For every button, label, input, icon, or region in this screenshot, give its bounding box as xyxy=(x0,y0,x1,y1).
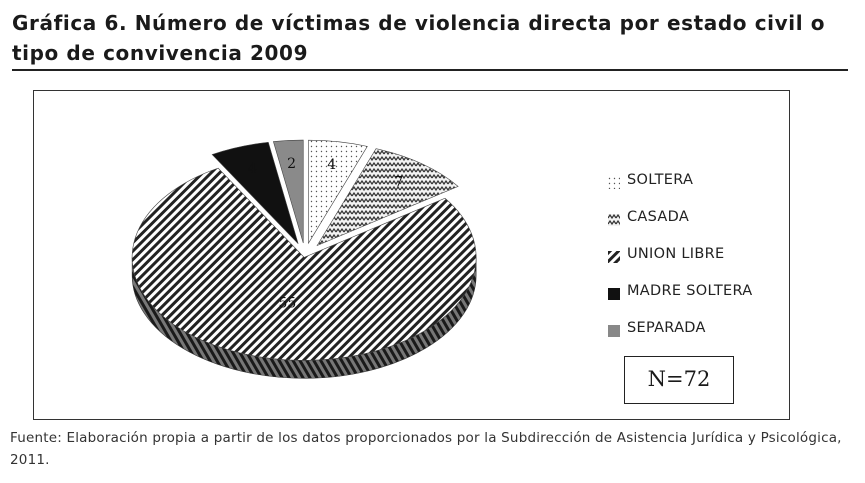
pie-slice-union-libre xyxy=(131,167,477,361)
data-label-madre-soltera: 4 xyxy=(248,161,257,177)
legend-label-separada: SEPARADA xyxy=(627,320,706,336)
pie-slice-soltera xyxy=(308,139,368,245)
pie-slice-madre-soltera xyxy=(211,141,299,244)
source-note: Fuente: Elaboración propia a partir de l… xyxy=(10,430,842,468)
legend-label-soltera: SOLTERA xyxy=(627,172,694,188)
legend-swatch-soltera xyxy=(608,174,620,189)
pie-slice-separada xyxy=(272,139,304,244)
chart-title: Gráfica 6. Número de víctimas de violenc… xyxy=(12,11,826,65)
legend-swatch-union-libre xyxy=(608,248,620,263)
data-label-soltera: 4 xyxy=(327,157,336,173)
legend-label-casada: CASADA xyxy=(627,209,690,225)
pie-slice-casada xyxy=(316,148,459,247)
legend-swatch-madre-soltera xyxy=(608,285,620,300)
legend-label-union-libre: UNION LIBRE xyxy=(627,246,725,262)
title-rule xyxy=(12,69,848,71)
sample-size-box: N=72 xyxy=(624,356,734,404)
data-label-casada: 7 xyxy=(394,175,403,191)
legend-label-madre-soltera: MADRE SOLTERA xyxy=(627,283,753,299)
legend-swatch-separada xyxy=(608,322,620,337)
data-label-union-libre: 55 xyxy=(278,296,296,312)
data-label-separada: 2 xyxy=(287,156,296,172)
legend-swatch-casada xyxy=(608,211,620,226)
